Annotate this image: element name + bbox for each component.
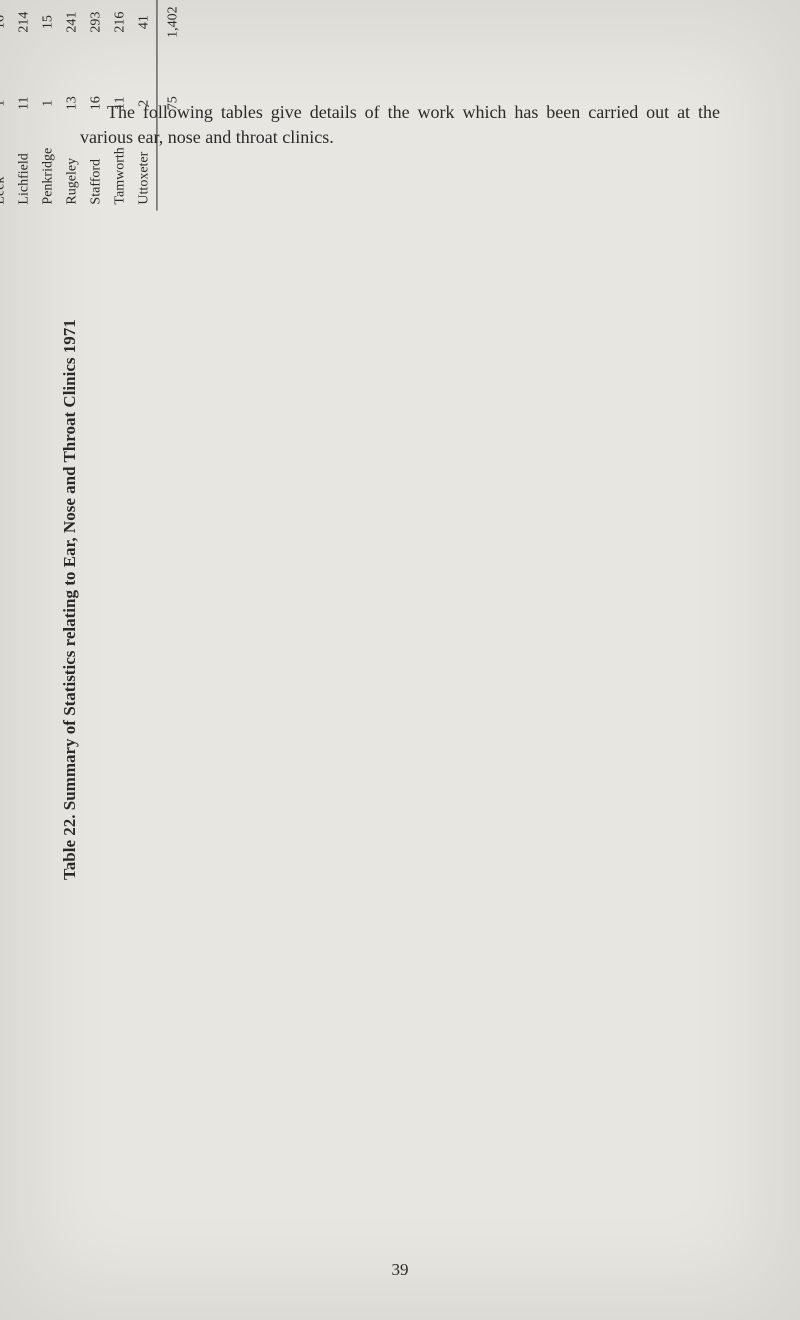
table-cell: 1 <box>0 73 12 133</box>
table-cell: Lichfield <box>12 133 36 210</box>
table-row: Lichfield1121451914169 <box>12 0 36 210</box>
table-total-cell <box>157 133 186 210</box>
table-cell: 1 <box>36 73 60 133</box>
table-cell: 11 <box>108 73 132 133</box>
table-container: Table 22. Summary of Statistics relating… <box>70 210 730 990</box>
table-cell: Leek <box>0 133 12 210</box>
table-cell: 241 <box>60 0 84 73</box>
table-cell: 11 <box>12 73 36 133</box>
table-total-cell: 1,402 <box>157 0 186 73</box>
table-cell: 216 <box>108 0 132 73</box>
table-cell: 293 <box>84 0 108 73</box>
table-cell: 15 <box>36 0 60 73</box>
table-row: Stafford16293781165599 <box>84 0 108 210</box>
table-cell: 16 <box>84 73 108 133</box>
page-number: 39 <box>0 1260 800 1280</box>
table-row: Penkridge1152855 <box>36 0 60 210</box>
table-cell: 13 <box>60 73 84 133</box>
table-row: Uttoxeter241821912 <box>132 0 157 210</box>
table-cell: Tamworth <box>108 133 132 210</box>
table-cell: 2 <box>132 73 157 133</box>
table-cell: 41 <box>132 0 157 73</box>
table-row: Rugeley13241521134676 <box>60 0 84 210</box>
stats-table: Clinic No. of Sessions No. of children r… <box>0 0 185 210</box>
table-cell: Penkridge <box>36 133 60 210</box>
table-cell: 214 <box>12 0 36 73</box>
table-cell: Stafford <box>84 133 108 210</box>
table-row: Leek1165734 <box>0 0 12 210</box>
table-row: Tamworth11216371105869 <box>108 0 132 210</box>
table-totals-row: 751,402300654290448 <box>157 0 186 210</box>
table-cell: 16 <box>0 0 12 73</box>
table-total-cell: 75 <box>157 73 186 133</box>
table-caption: Table 22. Summary of Statistics relating… <box>60 210 100 990</box>
table-cell: Uttoxeter <box>132 133 157 210</box>
table-cell: Rugeley <box>60 133 84 210</box>
